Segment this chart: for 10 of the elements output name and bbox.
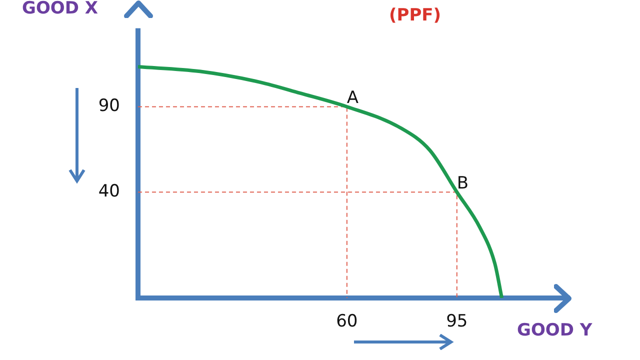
y-tick-label: 40 (98, 182, 120, 202)
x-axis-title: GOOD Y (517, 320, 593, 340)
y-tick-label: 90 (98, 96, 120, 116)
line-series (138, 65, 504, 298)
x-tick-label: 95 (446, 312, 468, 332)
chart-title: (PPF) (388, 5, 442, 26)
annotation: B (456, 174, 469, 194)
y-axis-title: GOOD X (22, 0, 98, 18)
x-tick-label: 60 (336, 312, 358, 332)
annotation: A (346, 88, 359, 108)
